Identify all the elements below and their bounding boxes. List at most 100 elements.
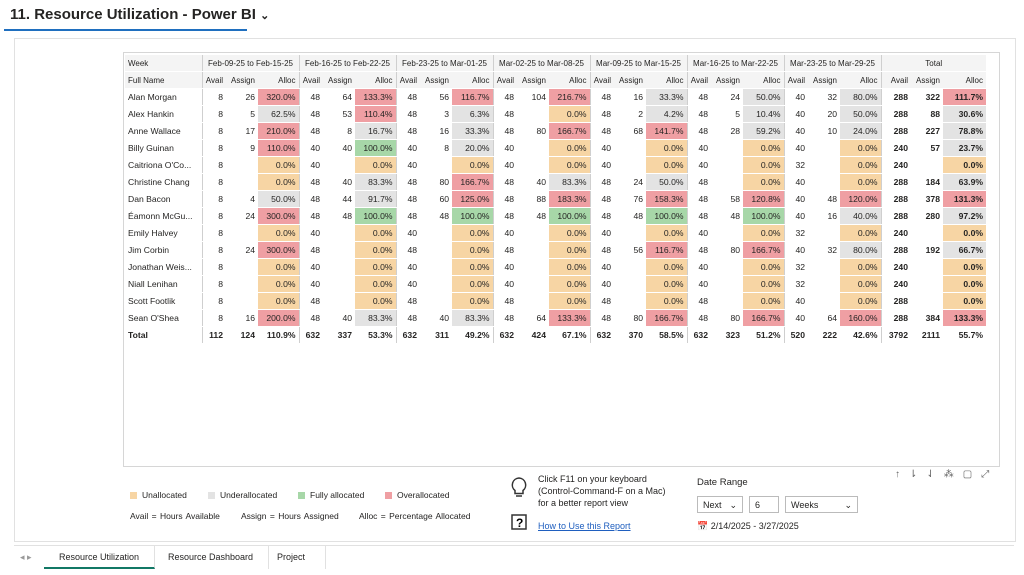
column-header[interactable]: Assign xyxy=(614,71,646,89)
hours-cell: 240 xyxy=(880,139,911,157)
legend-note: Avail = Hours Available xyxy=(130,511,220,521)
column-header[interactable]: Assign xyxy=(517,71,549,89)
column-header[interactable]: Alloc xyxy=(549,71,590,89)
hours-cell: 378 xyxy=(911,190,943,208)
data-row: Billy Guinan 8 9 110.0% 40 40 100.0% 40 8 20.0% 40… xyxy=(125,139,986,157)
alloc-cell: 183.3% xyxy=(549,190,590,208)
alloc-cell: 67.1% xyxy=(549,326,590,344)
column-header[interactable]: Alloc xyxy=(258,71,299,89)
alloc-cell: 40.0% xyxy=(840,207,881,225)
hours-cell: 40 xyxy=(492,275,517,293)
hours-cell: 222 xyxy=(808,326,840,344)
hours-cell: 8 xyxy=(201,88,226,106)
page-tab[interactable]: Resource Dashboard xyxy=(153,546,270,569)
page-tab[interactable]: Project Calen xyxy=(262,546,326,569)
hours-cell: 40 xyxy=(589,258,614,276)
legend-label: Underallocated xyxy=(220,490,278,500)
hours-cell: 40 xyxy=(517,173,549,191)
column-header[interactable]: Avail xyxy=(395,71,420,89)
report-canvas xyxy=(14,38,1016,542)
column-header[interactable]: Avail xyxy=(783,71,808,89)
visual-toolbar[interactable]: ↑⇂⇃⁂▢⤢ xyxy=(895,469,999,480)
help-link[interactable]: How to Use this Report xyxy=(538,521,631,531)
hours-cell xyxy=(711,139,743,157)
alloc-cell: 0.0% xyxy=(943,292,986,310)
column-header[interactable]: Avail xyxy=(589,71,614,89)
hours-cell: 632 xyxy=(395,326,420,344)
hours-cell xyxy=(911,275,943,293)
alloc-cell: 133.3% xyxy=(549,309,590,327)
data-row: Anne Wallace 8 17 210.0% 48 8 16.7% 48 16 33.3% 48… xyxy=(125,122,986,140)
hours-cell: 8 xyxy=(201,139,226,157)
week-header: Total xyxy=(880,55,986,72)
tab-nav[interactable]: ◂ ▸ xyxy=(20,552,32,562)
hours-cell: 48 xyxy=(395,173,420,191)
matrix: Week Feb-09-25 to Feb-15-25 Feb-16-25 to F… xyxy=(125,55,986,344)
hours-cell xyxy=(420,156,452,174)
report-title[interactable]: 11. Resource Utilization - Power BI ⌄ xyxy=(10,6,270,23)
column-header[interactable]: Alloc xyxy=(743,71,784,89)
column-header[interactable]: Alloc xyxy=(452,71,493,89)
count-input[interactable]: 6 xyxy=(749,496,779,513)
hours-cell: 48 xyxy=(517,207,549,225)
hours-cell: 124 xyxy=(226,326,258,344)
column-header[interactable]: Avail xyxy=(298,71,323,89)
mode-dropdown[interactable]: Next ⌄ xyxy=(697,496,743,513)
hours-cell: 288 xyxy=(880,207,911,225)
column-header[interactable]: Avail xyxy=(201,71,226,89)
hours-cell: 48 xyxy=(589,309,614,327)
alloc-cell: 0.0% xyxy=(646,224,687,242)
alloc-cell: 110.4% xyxy=(355,105,396,123)
data-row: Sean O'Shea 8 16 200.0% 48 40 83.3% 48 40 83.3% 48… xyxy=(125,309,986,327)
hours-cell: 632 xyxy=(686,326,711,344)
title-text[interactable]: 11. Resource Utilization - Power BI xyxy=(10,6,256,23)
hours-cell: 8 xyxy=(201,224,226,242)
hours-cell: 24 xyxy=(711,88,743,106)
hours-cell: 20 xyxy=(808,105,840,123)
hours-cell xyxy=(517,105,549,123)
column-header[interactable]: Alloc xyxy=(355,71,396,89)
alloc-cell: 0.0% xyxy=(452,224,493,242)
alloc-cell: 0.0% xyxy=(549,156,590,174)
column-header[interactable]: Assign xyxy=(911,71,943,89)
hours-cell xyxy=(614,292,646,310)
legend-swatch xyxy=(385,492,392,499)
column-header[interactable]: Alloc xyxy=(840,71,881,89)
column-header[interactable]: Avail xyxy=(686,71,711,89)
hours-cell: 288 xyxy=(880,292,911,310)
hours-cell: 40 xyxy=(298,275,323,293)
hours-cell: 60 xyxy=(420,190,452,208)
alloc-cell: 0.0% xyxy=(355,275,396,293)
mode-value: Next xyxy=(703,500,722,510)
alloc-cell: 300.0% xyxy=(258,207,299,225)
column-header[interactable]: Avail xyxy=(880,71,911,89)
alloc-cell: 0.0% xyxy=(743,224,784,242)
subheader-row: Full Name Avail Assign Alloc Avail Assign Allo… xyxy=(125,71,986,89)
column-header[interactable]: Alloc xyxy=(943,71,986,89)
hours-cell: 48 xyxy=(298,88,323,106)
hours-cell: 48 xyxy=(492,88,517,106)
column-header[interactable]: Assign xyxy=(420,71,452,89)
alloc-cell: 0.0% xyxy=(258,292,299,310)
column-header[interactable]: Avail xyxy=(492,71,517,89)
column-header[interactable]: Assign xyxy=(226,71,258,89)
hours-cell: 76 xyxy=(614,190,646,208)
hours-cell: 48 xyxy=(395,105,420,123)
data-row: Alex Hankin 8 5 62.5% 48 53 110.4% 48 3 6.3% 48 0.0… xyxy=(125,105,986,123)
hours-cell: 227 xyxy=(911,122,943,140)
hours-cell xyxy=(911,292,943,310)
hours-cell xyxy=(808,139,840,157)
svg-text:?: ? xyxy=(516,516,523,530)
column-header[interactable]: Assign xyxy=(711,71,743,89)
hours-cell xyxy=(711,156,743,174)
column-header[interactable]: Alloc xyxy=(646,71,687,89)
hours-cell: 40 xyxy=(783,139,808,157)
column-header[interactable]: Assign xyxy=(808,71,840,89)
page-tab[interactable]: Resource Utilization xyxy=(44,546,156,569)
hours-cell: 48 xyxy=(686,309,711,327)
hours-cell: 112 xyxy=(201,326,226,344)
unit-dropdown[interactable]: Weeks ⌄ xyxy=(785,496,858,513)
column-header[interactable]: Assign xyxy=(323,71,355,89)
hours-cell: 8 xyxy=(201,156,226,174)
hours-cell: 424 xyxy=(517,326,549,344)
